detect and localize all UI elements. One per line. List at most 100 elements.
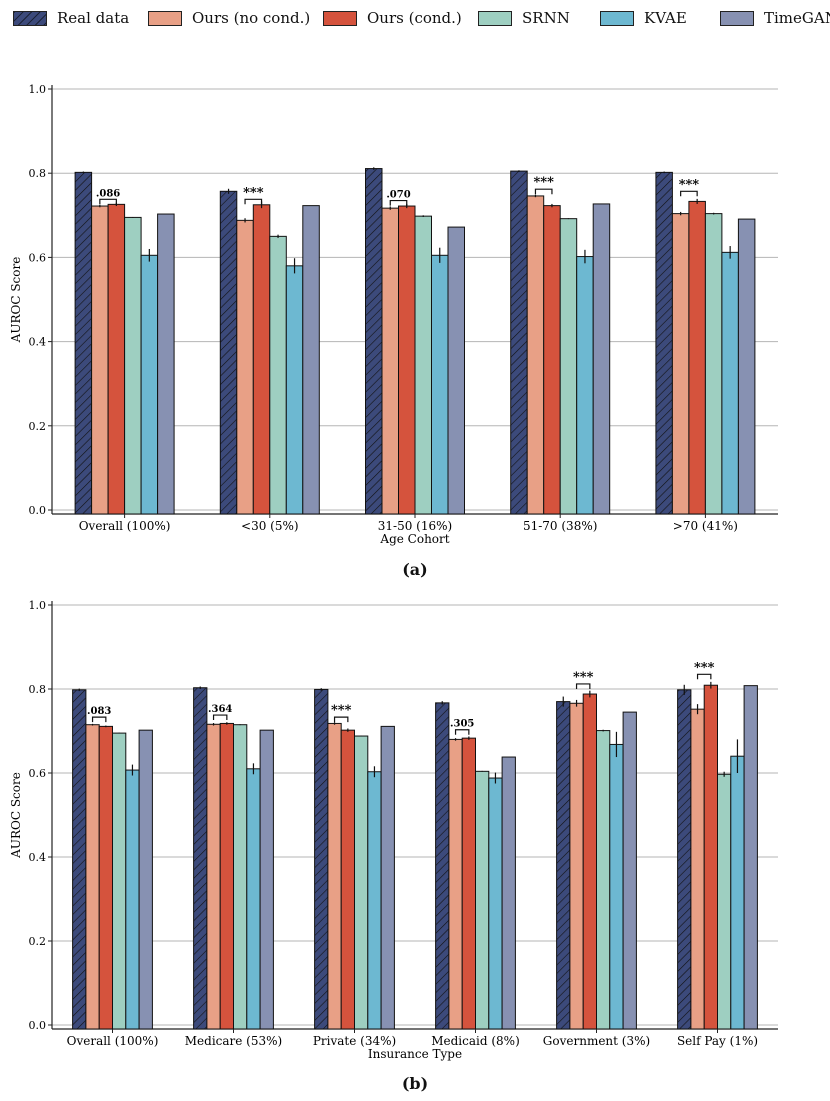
legend-label: Ours (cond.) — [367, 9, 462, 27]
bar — [125, 769, 140, 1030]
significance-label: .364 — [208, 704, 232, 715]
significance-label: .083 — [87, 706, 111, 717]
bar — [124, 216, 142, 515]
legend-label: Ours (no cond.) — [192, 9, 311, 27]
caption-a: (a) — [402, 560, 428, 579]
bar — [743, 685, 758, 1030]
bar — [380, 725, 395, 1030]
y-axis-label: AUROC Score — [9, 257, 23, 344]
bar — [91, 205, 109, 515]
legend: Real data Ours (no cond.) Ours (cond.) SRNN… — [0, 6, 830, 30]
bar — [688, 200, 706, 515]
significance-bracket — [454, 729, 470, 735]
legend-swatch — [148, 10, 182, 26]
y-tick-label: 0.2 — [29, 420, 47, 433]
bar — [501, 756, 516, 1030]
y-tick-label: 1.0 — [29, 83, 47, 96]
legend-item-3: SRNN — [478, 6, 570, 30]
x-tick-label: Private (34%) — [313, 1034, 396, 1048]
y-tick-label: 0.0 — [29, 504, 47, 517]
bar — [74, 171, 93, 515]
bar — [576, 256, 594, 515]
bar — [690, 708, 705, 1030]
bar — [596, 730, 611, 1030]
bar — [246, 768, 261, 1030]
significance-bracket — [333, 716, 349, 723]
y-tick-label: 0.6 — [29, 767, 47, 780]
bar — [206, 723, 221, 1030]
significance-bracket — [91, 716, 107, 723]
bar — [138, 729, 153, 1030]
x-tick-label: Medicaid (8%) — [431, 1034, 520, 1048]
bar — [559, 218, 578, 515]
x-axis-label: Age Cohort — [379, 532, 449, 546]
y-tick-label: 1.0 — [29, 599, 47, 612]
bar — [655, 171, 673, 515]
significance-label: *** — [533, 175, 554, 190]
bar — [193, 687, 208, 1030]
bar — [219, 722, 234, 1030]
bar — [475, 770, 490, 1030]
legend-swatch — [13, 10, 47, 26]
bar — [259, 729, 274, 1030]
significance-label: .305 — [450, 719, 474, 730]
legend-label: TimeGAN — [764, 9, 830, 27]
bar — [302, 205, 320, 515]
legend-item-1: Ours (no cond.) — [148, 6, 310, 30]
significance-bracket — [575, 683, 591, 689]
legend-item-2: Ours (cond.) — [323, 6, 462, 30]
significance-label: .086 — [96, 188, 120, 199]
bar — [622, 711, 637, 1030]
bar — [398, 205, 416, 515]
bar — [85, 724, 100, 1030]
bar — [381, 207, 399, 515]
significance-label: *** — [694, 660, 715, 675]
bar — [671, 213, 690, 515]
significance-label: .070 — [386, 190, 410, 201]
bar — [510, 170, 528, 515]
y-tick-label: 0.6 — [29, 251, 47, 264]
x-tick-label: Self Pay (1%) — [677, 1034, 758, 1048]
y-tick-label: 0.4 — [29, 336, 47, 349]
bar — [721, 251, 739, 515]
x-tick-label: Overall (100%) — [79, 519, 171, 533]
bar — [609, 743, 624, 1030]
significance-label: *** — [679, 177, 700, 192]
bar — [737, 218, 756, 515]
bar — [340, 729, 356, 1030]
x-tick-label: 51-70 (38%) — [523, 519, 597, 533]
significance-bracket — [244, 198, 263, 205]
y-axis-label: AUROC Score — [9, 772, 23, 859]
significance-bracket — [534, 188, 553, 195]
y-tick-label: 0.8 — [29, 683, 47, 696]
bar — [233, 724, 248, 1030]
bar — [107, 203, 126, 515]
caption-b: (b) — [401, 1074, 429, 1093]
legend-item-4: KVAE — [600, 6, 687, 30]
bar — [677, 689, 692, 1030]
bar — [112, 732, 127, 1030]
bar — [543, 205, 561, 515]
bar — [717, 773, 732, 1030]
significance-bracket — [389, 199, 408, 206]
significance-bracket — [212, 714, 228, 721]
bar — [98, 725, 113, 1030]
bar — [448, 738, 463, 1030]
x-tick-label: Government (3%) — [543, 1034, 650, 1048]
bar — [582, 693, 598, 1030]
legend-swatch — [600, 10, 634, 26]
y-tick-label: 0.4 — [29, 851, 47, 864]
bar — [269, 235, 287, 515]
bar — [435, 702, 450, 1030]
legend-label: KVAE — [644, 9, 687, 27]
bar — [488, 777, 503, 1030]
legend-label: Real data — [57, 9, 130, 27]
bar — [526, 195, 545, 515]
bar — [703, 684, 719, 1030]
chart-age-cohort: 0.0 0.2 0.4 0.6 0.8 1.0 AUROC Score Overall (10… — [9, 83, 778, 546]
x-tick-label: >70 (41%) — [673, 519, 738, 533]
legend-label: SRNN — [522, 9, 570, 27]
legend-swatch — [478, 10, 512, 26]
significance-bracket — [99, 198, 117, 205]
x-tick-label: Overall (100%) — [67, 1034, 159, 1048]
